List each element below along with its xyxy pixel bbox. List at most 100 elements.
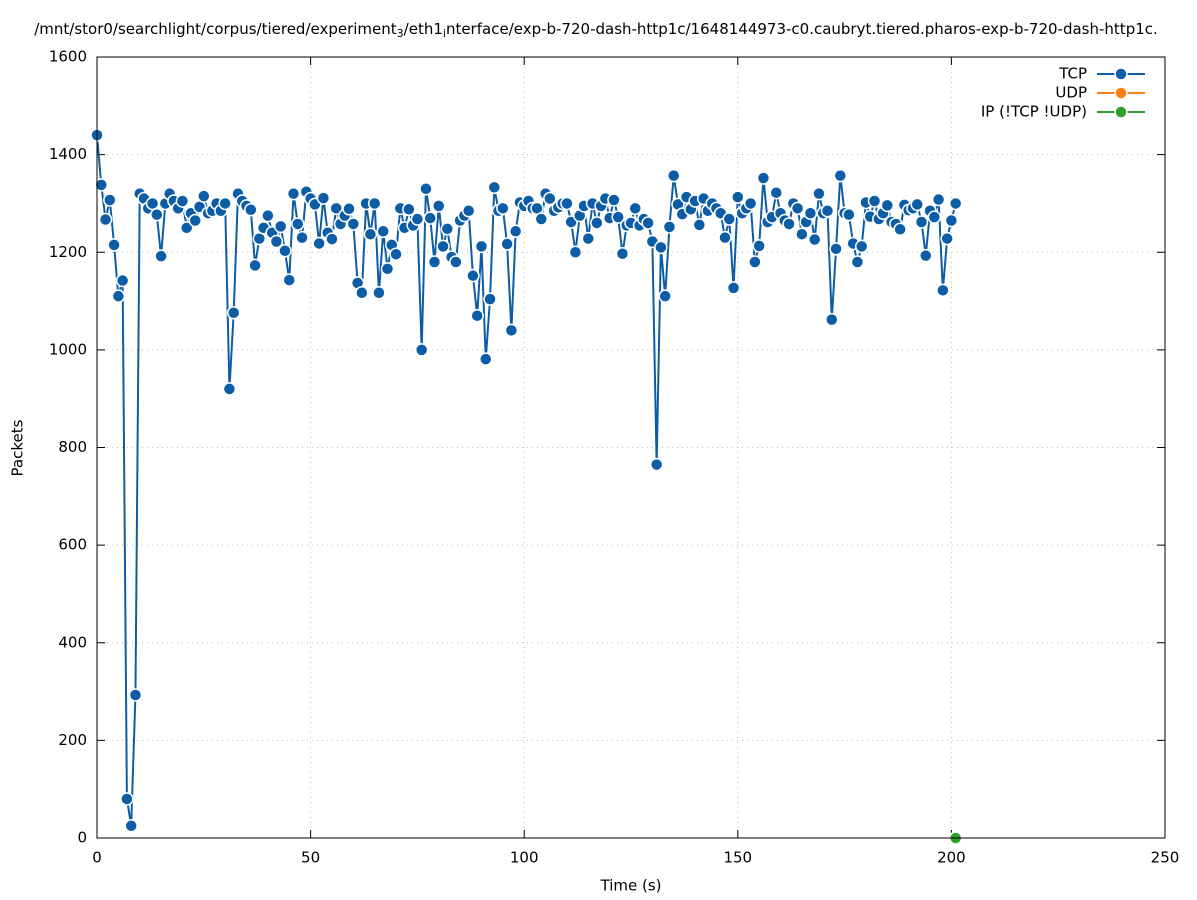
data-point: [752, 239, 766, 253]
data-point: [487, 180, 502, 195]
data-point: [269, 234, 284, 249]
data-point: [329, 201, 343, 216]
data-point: [423, 211, 437, 225]
data-point: [346, 217, 361, 231]
data-point: [427, 255, 442, 269]
data-point: [692, 218, 707, 232]
y-tick-label: 1400: [49, 145, 87, 163]
y-tick-label: 0: [77, 829, 87, 847]
y-tick-label: 1200: [49, 243, 87, 261]
data-point: [743, 196, 758, 211]
data-point: [568, 245, 583, 259]
data-point: [611, 210, 625, 224]
title-part: /eth1: [404, 20, 443, 38]
data-point: [948, 196, 963, 211]
series-line: [96, 135, 957, 826]
legend-marker: [1114, 67, 1128, 81]
x-tick-label: 100: [510, 849, 539, 867]
data-point: [248, 258, 262, 273]
data-point: [496, 201, 510, 216]
legend-label: UDP: [1055, 84, 1087, 102]
axes-frame: [96, 56, 1166, 839]
data-point: [910, 197, 924, 212]
data-point: [880, 198, 895, 213]
data-point: [175, 194, 190, 208]
data-point: [120, 792, 134, 806]
x-axis-label: Time (s): [600, 877, 662, 895]
data-point: [436, 239, 450, 254]
data-point: [111, 289, 126, 303]
data-point: [414, 343, 429, 357]
data-point: [432, 199, 446, 213]
y-tick-label: 400: [58, 633, 87, 651]
grid: [96, 56, 1166, 839]
data-point: [103, 193, 117, 207]
data-point: [115, 273, 130, 288]
y-tick-label: 600: [58, 536, 87, 554]
data-point: [854, 239, 869, 254]
data-point: [919, 248, 933, 263]
data-point: [658, 289, 672, 303]
legend-label: IP (!TCP !UDP): [981, 103, 1087, 121]
legend-marker: [1114, 86, 1128, 100]
data-point: [218, 196, 232, 211]
x-tick-label: 250: [1151, 849, 1180, 867]
data-point: [278, 244, 292, 258]
title-part: nterface/exp-b-720-dash-http1c/164814497…: [446, 20, 1158, 38]
data-point: [820, 204, 835, 218]
data-point: [825, 312, 839, 327]
x-tick-label: 150: [723, 849, 752, 867]
x-tick-label: 50: [301, 849, 320, 867]
data-point: [748, 255, 762, 269]
data-point: [261, 208, 275, 223]
data-point: [615, 246, 630, 261]
data-point: [581, 231, 596, 246]
data-point: [628, 201, 643, 216]
data-point: [286, 186, 301, 201]
data-point: [226, 306, 241, 320]
data-point: [402, 202, 416, 217]
title-part: i: [443, 27, 446, 40]
data-point: [389, 247, 403, 261]
data-point: [282, 273, 296, 287]
data-point: [316, 191, 331, 205]
data-point: [850, 255, 865, 269]
data-point: [479, 352, 493, 366]
y-tick-label: 1000: [49, 340, 87, 358]
data-point: [145, 196, 160, 211]
data-point: [461, 204, 476, 218]
data-point: [295, 230, 309, 245]
data-point: [927, 210, 942, 224]
data-point: [803, 206, 818, 220]
data-point: [756, 171, 771, 185]
data-point: [795, 227, 809, 241]
data-point: [150, 207, 164, 222]
data-point: [410, 212, 425, 226]
y-axis-label: Packets: [9, 419, 27, 476]
data-point: [807, 232, 822, 247]
data-point: [188, 213, 203, 228]
data-point: [790, 201, 805, 216]
data-point: [94, 178, 109, 192]
data-point: [607, 193, 621, 207]
y-tick-label: 1600: [49, 48, 87, 66]
data-point: [666, 168, 681, 183]
data-point: [829, 242, 843, 256]
data-point: [641, 216, 655, 230]
data-point: [500, 237, 514, 251]
data-point: [731, 190, 745, 204]
data-point: [560, 196, 574, 211]
data-point: [312, 236, 326, 251]
data-point: [543, 191, 557, 206]
legend-label: TCP: [1058, 65, 1087, 83]
data-point: [98, 212, 113, 227]
data-point: [936, 283, 950, 298]
data-point: [662, 220, 677, 234]
data-point: [534, 212, 549, 226]
data-point: [867, 194, 882, 208]
data-point: [842, 207, 856, 222]
data-point: [782, 217, 796, 231]
data-point: [769, 185, 783, 200]
